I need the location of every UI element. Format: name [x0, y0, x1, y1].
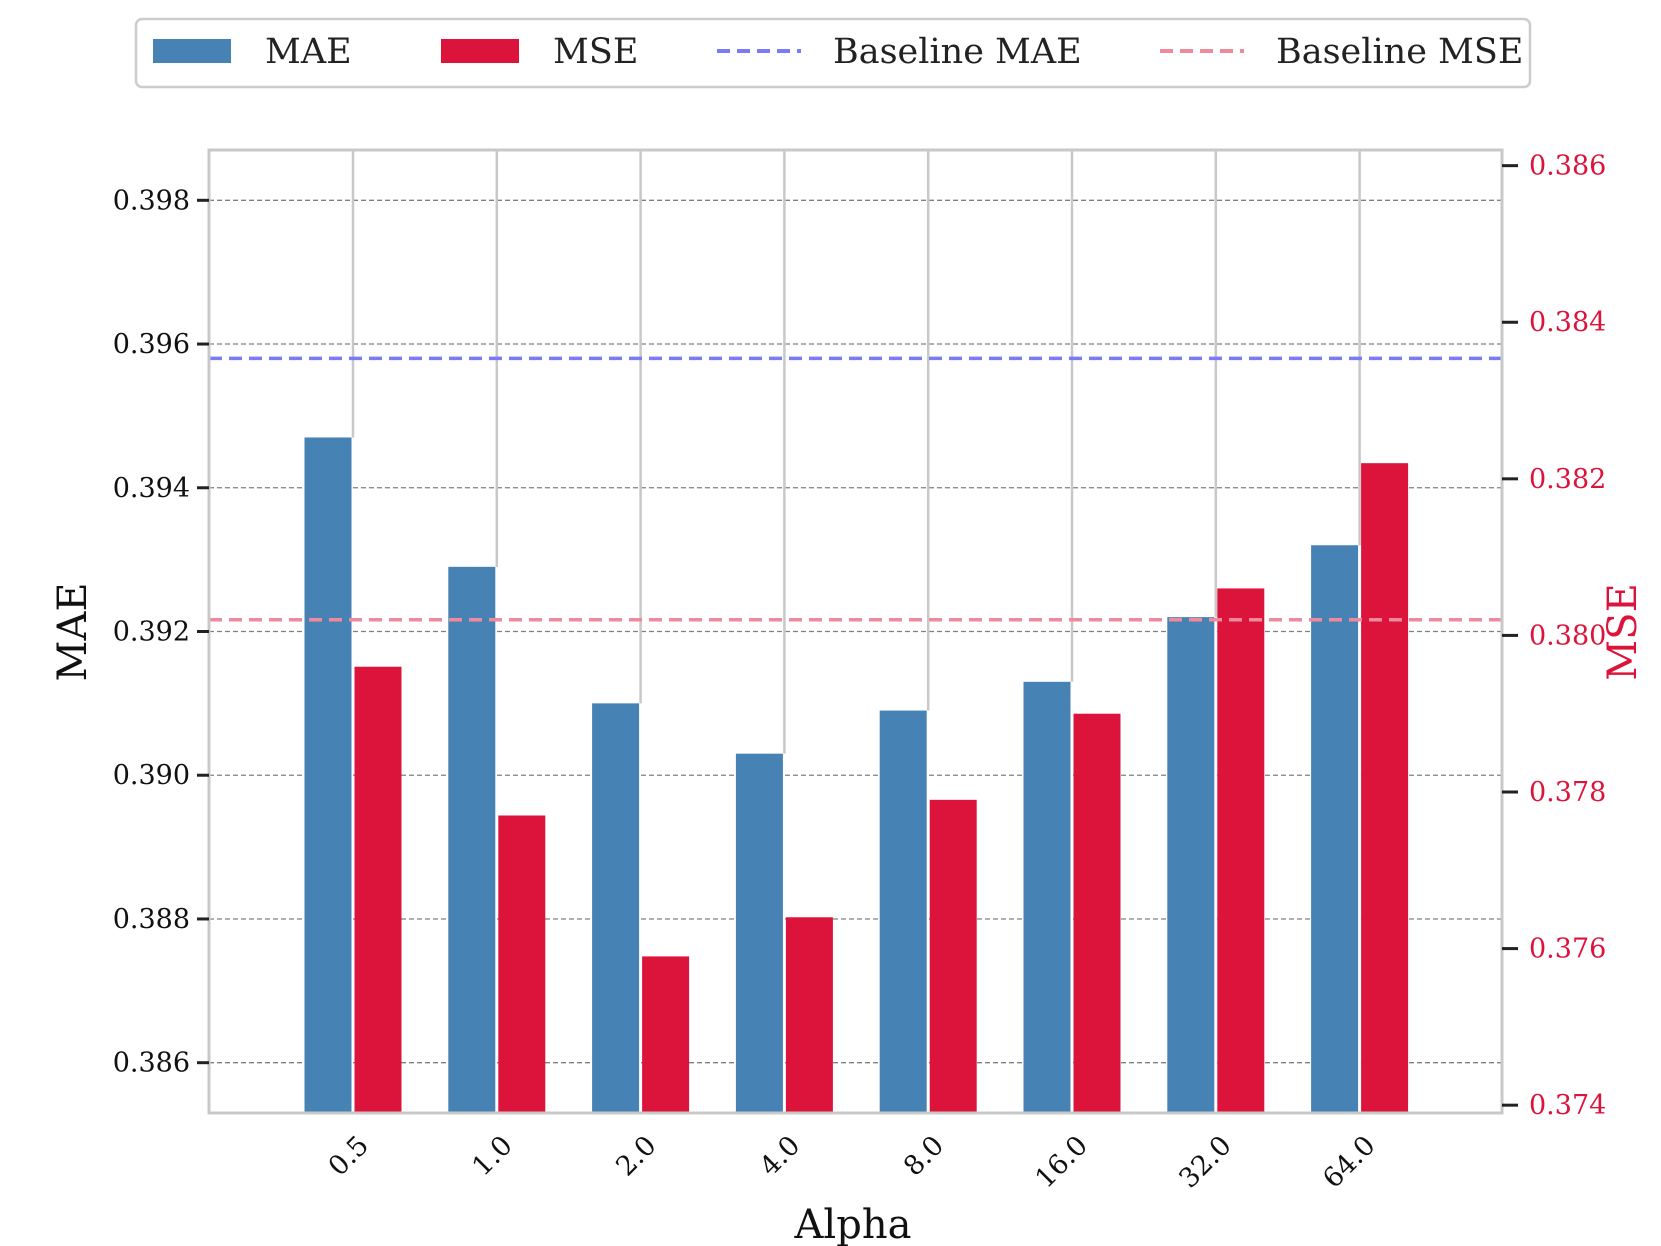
bar-mae [879, 710, 927, 1113]
right-tick-label: 0.386 [1529, 151, 1606, 182]
bar-mse [785, 917, 833, 1113]
x-tick-label: 32.0 [1173, 1130, 1237, 1194]
category-guide-lines [351, 150, 1361, 754]
bar-mae [1023, 681, 1071, 1113]
baseline-lines [209, 356, 1502, 622]
bar-mse [498, 815, 546, 1113]
bar-mae [448, 566, 496, 1113]
right-tick-label: 0.376 [1529, 934, 1606, 965]
grid-lines [209, 199, 1502, 1064]
bar-mae [1167, 617, 1215, 1113]
bar-mae [1311, 545, 1359, 1113]
right-tick-label: 0.384 [1529, 307, 1606, 338]
bar-mse [354, 666, 402, 1113]
bar-mse [642, 956, 690, 1113]
left-axis-title: MAE [50, 582, 96, 681]
right-tick-label: 0.378 [1529, 777, 1606, 808]
left-tick-label: 0.386 [113, 1048, 190, 1079]
legend: MAE MSE Baseline MAE Baseline MSE [134, 17, 1532, 89]
x-tick-label: 64.0 [1317, 1130, 1381, 1194]
bars [304, 437, 1409, 1114]
bar-mse [1073, 713, 1121, 1113]
bar-mae [592, 703, 640, 1113]
x-tick-label: 8.0 [898, 1130, 950, 1182]
left-axis: 0.386 0.388 0.390 0.392 0.394 0.396 0.398 [113, 185, 209, 1079]
bar-mae [735, 753, 783, 1113]
left-tick-label: 0.394 [113, 473, 190, 504]
legend-label: MAE [265, 32, 352, 72]
left-tick-label: 0.398 [113, 185, 190, 216]
legend-swatch [441, 39, 519, 63]
right-axis-title: MSE [1600, 583, 1646, 681]
x-tick-label: 4.0 [754, 1130, 806, 1182]
left-tick-label: 0.396 [113, 329, 190, 360]
right-tick-label: 0.382 [1529, 464, 1606, 495]
right-tick-label: 0.380 [1529, 620, 1606, 651]
x-tick-label: 2.0 [610, 1130, 662, 1182]
x-axis-title: Alpha [794, 1202, 912, 1246]
legend-swatch [153, 39, 231, 63]
bar-mse [929, 799, 977, 1113]
left-tick-label: 0.392 [113, 617, 190, 648]
legend-label: MSE [553, 32, 638, 72]
legend-label: Baseline MSE [1276, 32, 1523, 72]
left-tick-label: 0.390 [113, 760, 190, 791]
legend-label: Baseline MAE [833, 32, 1082, 72]
bar-mse [1361, 463, 1409, 1113]
right-axis: 0.374 0.376 0.378 0.380 0.382 0.384 0.386 [1502, 151, 1606, 1121]
left-tick-label: 0.388 [113, 904, 190, 935]
x-tick-label: 1.0 [466, 1130, 518, 1182]
right-tick-label: 0.374 [1529, 1090, 1606, 1121]
x-tick-label: 16.0 [1030, 1130, 1094, 1194]
bar-mse [1217, 588, 1265, 1113]
legend-box [134, 17, 1532, 89]
bar-mae [304, 437, 352, 1114]
x-tick-label: 0.5 [323, 1130, 375, 1182]
x-axis: 0.5 1.0 2.0 4.0 8.0 16.0 32.0 64.0 [323, 1130, 1382, 1194]
